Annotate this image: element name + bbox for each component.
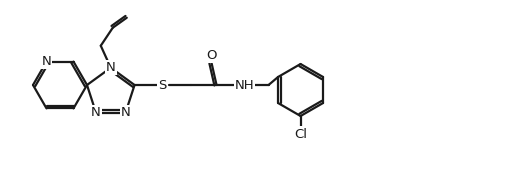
- Text: N: N: [91, 106, 101, 120]
- Text: N: N: [120, 106, 130, 120]
- Text: O: O: [206, 48, 216, 62]
- Text: NH: NH: [234, 78, 254, 91]
- Text: S: S: [158, 78, 166, 91]
- Text: N: N: [106, 61, 116, 74]
- Text: Cl: Cl: [294, 127, 306, 141]
- Text: N: N: [42, 55, 51, 68]
